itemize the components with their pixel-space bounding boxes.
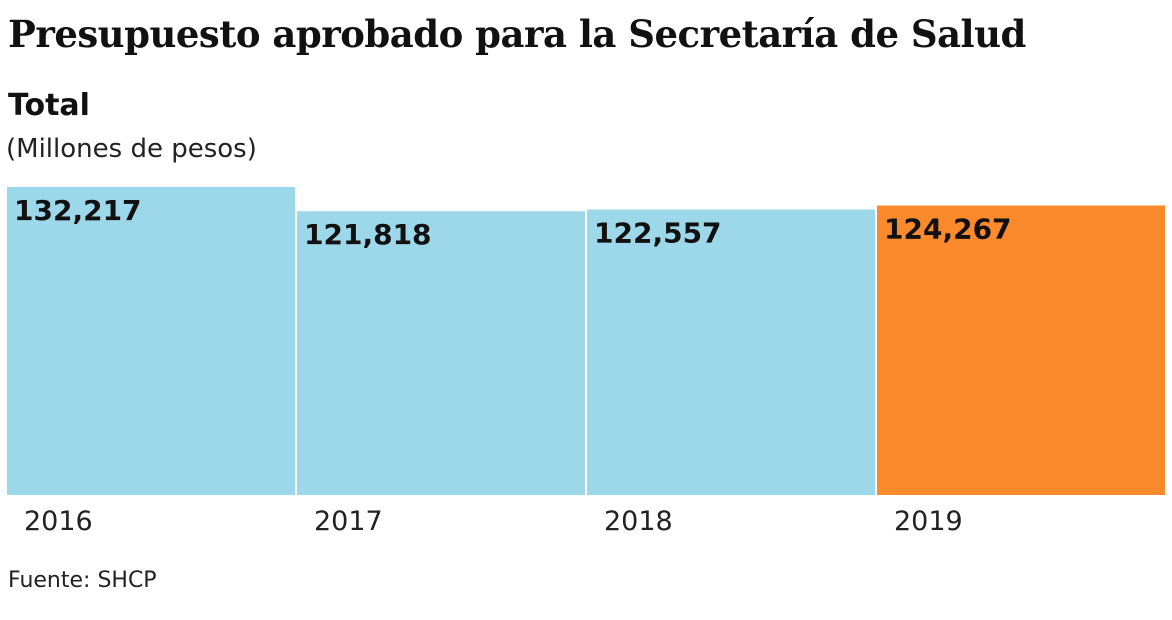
unit-label: (Millones de pesos) — [6, 134, 257, 164]
data-label: 132,217 — [14, 194, 142, 227]
data-label: 124,267 — [884, 213, 1012, 246]
data-label: 122,557 — [594, 217, 722, 250]
bar-2019 — [877, 205, 1165, 495]
x-tick-label: 2018 — [604, 506, 673, 537]
x-tick-label: 2019 — [894, 506, 963, 537]
chart-title: Presupuesto aprobado para la Secretaría … — [8, 12, 1026, 56]
bar-2018 — [587, 209, 875, 496]
chart-subtitle: Total — [8, 88, 90, 123]
data-label: 121,818 — [304, 218, 432, 251]
bar-2017 — [297, 211, 585, 496]
x-tick-label: 2016 — [24, 506, 93, 537]
source-note: Fuente: SHCP — [8, 568, 157, 593]
x-tick-label: 2017 — [314, 506, 383, 537]
bar-2016 — [7, 187, 295, 495]
